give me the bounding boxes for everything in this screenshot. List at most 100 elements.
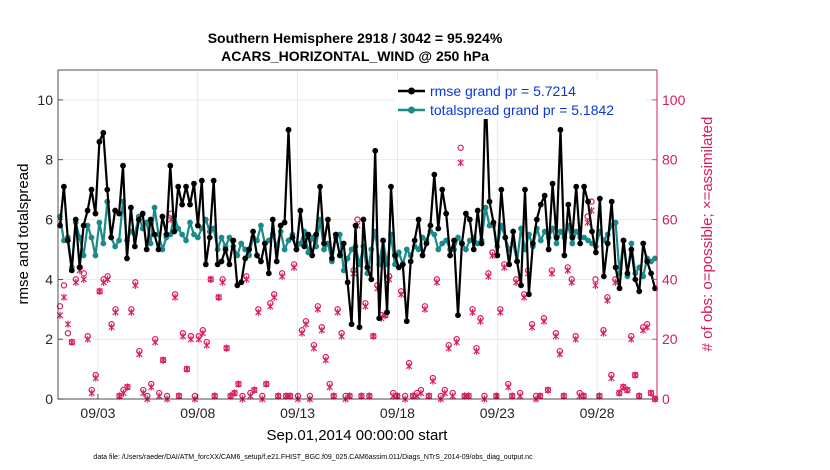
rmse-point [380, 237, 387, 244]
rmse-point [321, 240, 327, 247]
rmse-point [474, 207, 481, 214]
rmse-point [537, 201, 544, 208]
rmse-point [403, 318, 410, 325]
totalspread-point [191, 231, 197, 238]
rmse-point [494, 252, 501, 259]
x-tick-label: 09/08 [180, 405, 215, 421]
rmse-point [451, 237, 457, 244]
obs-assimilated-point [592, 281, 599, 289]
legend-rmse-marker [408, 87, 415, 95]
obs-assimilated-point [334, 308, 341, 316]
rmse-point [498, 186, 505, 193]
y-right-tick-label: 40 [662, 271, 678, 287]
obs-assimilated-point [493, 392, 500, 400]
obs-assimilated-point [148, 383, 155, 391]
rmse-point [384, 309, 390, 316]
rmse-point [325, 216, 331, 223]
rmse-point [112, 207, 119, 214]
rmse-point [648, 270, 654, 277]
x-tick-label: 09/28 [580, 405, 615, 421]
rmse-point [553, 234, 560, 241]
obs-assimilated-point [271, 293, 278, 301]
rmse-point [104, 186, 111, 193]
rmse-point [258, 258, 264, 265]
obs-assimilated-point [536, 392, 544, 400]
totalspread-point [238, 240, 245, 247]
rmse-point [640, 240, 647, 247]
obs-assimilated-point [318, 326, 325, 334]
totalspread-point [462, 246, 469, 253]
rmse-point [533, 216, 540, 223]
obs-assimilated-point [199, 329, 206, 337]
series-layer [56, 88, 659, 403]
rmse-point [529, 240, 536, 247]
obs-assimilated-point [449, 392, 456, 400]
y-right-tick-label: 0 [662, 391, 670, 407]
totalspread-point [557, 228, 564, 235]
obs-assimilated-point [485, 272, 492, 280]
legend-spread-marker [408, 106, 415, 114]
obs-assimilated-point [604, 296, 611, 304]
obs-assimilated-point [171, 293, 179, 301]
obs-assimilated-point [326, 383, 333, 391]
rmse-point [171, 228, 178, 235]
obs-assimilated-point [544, 386, 552, 394]
rmse-point [147, 216, 154, 223]
obs-assimilated-point [469, 308, 476, 316]
obs-assimilated-point [572, 335, 579, 343]
rmse-point [120, 162, 126, 169]
y-left-tick-label: 10 [37, 92, 53, 108]
obs-assimilated-point [413, 392, 421, 400]
totalspread-point [431, 231, 438, 238]
totalspread-point [116, 237, 122, 244]
rmse-point [439, 186, 446, 193]
totalspread-point [96, 219, 103, 226]
obs-possible-point [56, 303, 64, 310]
totalspread-point [258, 222, 264, 229]
y-right-axis-label: # of obs: o=possible; ×=assimilated [699, 117, 716, 352]
obs-assimilated-point [516, 392, 524, 400]
obs-assimilated-point [631, 371, 639, 379]
obs-assimilated-point [477, 317, 484, 325]
rmse-point [317, 183, 323, 190]
obs-possible-point [60, 282, 68, 289]
obs-assimilated-point [92, 374, 99, 382]
totalspread-point [435, 246, 442, 253]
totalspread-point [581, 234, 587, 241]
obs-assimilated-point [608, 374, 615, 382]
rmse-point [644, 258, 651, 265]
rmse-point [368, 276, 375, 283]
rmse-point [269, 216, 276, 223]
rmse-point [273, 258, 280, 265]
legend-box [394, 81, 646, 119]
totalspread-point [403, 246, 410, 253]
obs-assimilated-point [278, 272, 286, 280]
rmse-point [348, 321, 355, 328]
obs-assimilated-point [155, 392, 163, 400]
obs-assimilated-point [639, 326, 647, 334]
obs-assimilated-point [286, 392, 294, 400]
rmse-point [423, 240, 430, 247]
rmse-point [218, 258, 225, 265]
rmse-point [76, 264, 83, 271]
rmse-point [265, 270, 272, 277]
obs-assimilated-point [243, 275, 250, 283]
obs-assimilated-point [552, 332, 560, 340]
obs-possible-point [457, 144, 464, 151]
obs-assimilated-point [616, 389, 623, 397]
obs-assimilated-point [473, 347, 480, 355]
rmse-point [206, 234, 213, 241]
rmse-point [372, 147, 379, 154]
rmse-point [234, 282, 241, 289]
totalspread-point [297, 240, 304, 247]
rmse-point [261, 240, 268, 247]
obs-assimilated-point [290, 263, 298, 271]
obs-assimilated-point [159, 356, 167, 364]
rmse-point [415, 216, 422, 223]
totalspread-point [226, 234, 233, 241]
legend-rmse-label: rmse grand pr = 5.7214 [430, 83, 576, 99]
rmse-point [250, 228, 256, 235]
obs-assimilated-point [104, 275, 111, 283]
y-left-tick-label: 8 [45, 152, 53, 168]
totalspread-point [652, 255, 658, 262]
